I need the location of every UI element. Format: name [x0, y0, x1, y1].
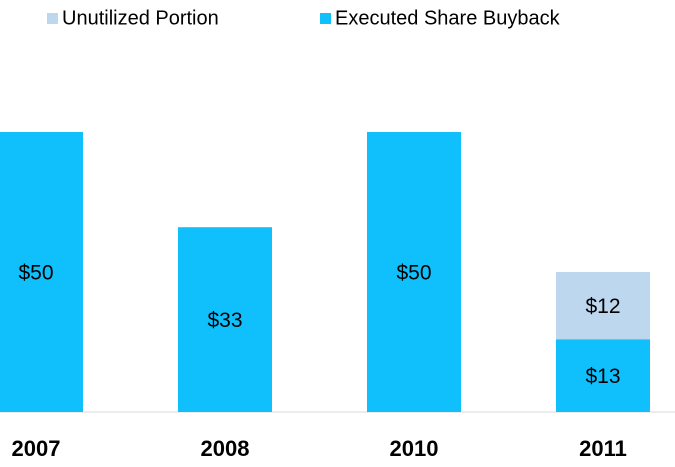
bar-segment — [556, 272, 650, 340]
legend-label: Executed Share Buyback — [335, 7, 561, 29]
legend-swatch — [47, 13, 58, 24]
value-label: $33 — [207, 309, 242, 332]
bar-segment — [556, 339, 650, 412]
bar-segment — [178, 227, 272, 412]
value-label: $50 — [396, 262, 431, 285]
legend-label: Unutilized Portion — [62, 7, 219, 29]
x-tick-label: 2008 — [201, 436, 250, 461]
legend-swatch — [320, 13, 331, 24]
x-tick-label: 2007 — [12, 436, 61, 461]
value-label: $50 — [18, 262, 53, 285]
x-tick-label: 2011 — [579, 436, 627, 461]
bar-segment — [367, 132, 461, 412]
x-tick-label: 2010 — [390, 436, 439, 461]
value-label: $13 — [585, 365, 620, 388]
bar-segment — [0, 132, 83, 412]
value-label: $12 — [585, 295, 620, 318]
